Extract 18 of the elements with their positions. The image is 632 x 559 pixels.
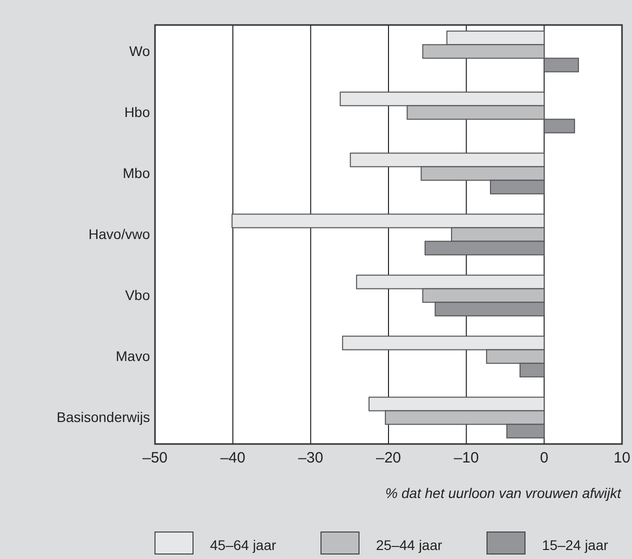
legend-label: 15–24 jaar xyxy=(542,537,609,553)
x-tick-label: 10 xyxy=(614,450,630,467)
x-tick-label: –10 xyxy=(454,450,479,467)
y-tick-label: Havo/vwo xyxy=(88,226,150,242)
x-tick-label: –50 xyxy=(142,450,168,467)
y-tick-label: Mavo xyxy=(116,348,150,364)
legend-label: 45–64 jaar xyxy=(210,537,277,553)
x-tick-label: 0 xyxy=(540,450,548,467)
y-tick-label: Wo xyxy=(129,42,150,59)
y-tick-label: Vbo xyxy=(125,286,150,303)
x-tick-label: –20 xyxy=(376,450,402,467)
x-axis-title: % dat het uurloon van vrouwen afwijkt xyxy=(385,485,622,501)
x-tick-label: –40 xyxy=(220,450,246,467)
x-tick-label: –30 xyxy=(298,450,324,467)
y-tick-label: Hbo xyxy=(124,104,150,120)
y-tick-label: Basisonderwijs xyxy=(56,409,150,426)
y-tick-label: Mbo xyxy=(122,164,150,181)
legend-label: 25–44 jaar xyxy=(376,537,443,553)
